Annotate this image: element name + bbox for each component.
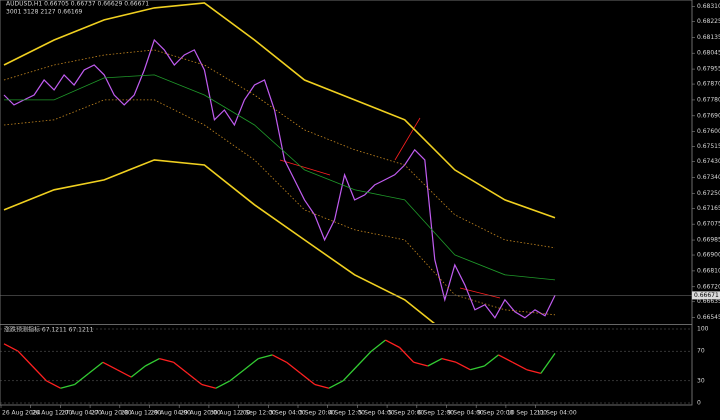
y-tick-label: 0.67780 — [697, 96, 720, 103]
x-tick-label: 30 Aug 12:00 — [210, 410, 251, 417]
oscillator-segment — [144, 358, 160, 367]
y-tick-label: 0.68135 — [697, 34, 720, 41]
x-tick-label: 2 Sep 12:00 — [240, 410, 276, 417]
y-tick-label: 0.66810 — [697, 267, 720, 274]
oscillator-segment — [385, 339, 400, 349]
current-price-box — [692, 291, 720, 300]
y-tick-label: 70 — [697, 348, 705, 355]
x-tick-label: 29 Aug 04:00 — [151, 410, 192, 417]
y-tick-label: 0.68225 — [697, 18, 720, 25]
oscillator-segment — [300, 372, 316, 386]
oscillator-segment — [215, 380, 231, 389]
x-tick-label: 27 Aug 04:00 — [61, 410, 102, 417]
oscillator-segment — [328, 380, 344, 389]
y-tick-label: 30 — [697, 377, 705, 384]
x-tick-label: 5 Sep 20:00 — [388, 410, 424, 417]
series-line — [4, 74, 556, 281]
oscillator-segment — [17, 350, 33, 367]
oscillator-segment — [483, 354, 499, 367]
oscillator-segment — [356, 350, 372, 367]
oscillator-segment — [413, 361, 429, 367]
oscillator-segment — [512, 361, 528, 371]
chart-subtitle: 3001 3128 2127 0.66169 — [6, 9, 83, 16]
plot-frame — [0, 0, 693, 406]
y-tick-label: 0.68310 — [697, 3, 720, 10]
y-tick-label: 0.66985 — [697, 237, 720, 244]
y-tick-label: 0.67250 — [697, 190, 720, 197]
y-tick-label: 0.67600 — [697, 128, 720, 135]
oscillator-segment — [441, 357, 457, 363]
x-tick-label: 11 Sep 04:00 — [537, 410, 577, 417]
oscillator-segment — [102, 361, 118, 371]
chart-title: AUDUSD,H1 0.66705 0.66737 0.66629 0.6667… — [6, 1, 149, 8]
oscillator-segment — [526, 369, 542, 375]
y-tick-label: 0.67515 — [697, 143, 720, 150]
y-tick-label: 0.67340 — [697, 174, 720, 181]
indicator-title: 涨跌预测指标 67.1211 67.1211 — [4, 326, 94, 334]
series-line — [3, 99, 556, 316]
y-tick-label: 0.67870 — [697, 81, 720, 88]
oscillator-segment — [427, 358, 443, 367]
oscillator-segment — [370, 339, 386, 352]
oscillator-segment — [399, 347, 415, 363]
x-tick-label: 26 Aug 2024 — [2, 410, 41, 417]
oscillator-segment — [455, 361, 471, 371]
y-tick-label: 100 — [697, 326, 709, 333]
x-tick-label: 28 Aug 12:00 — [121, 410, 162, 417]
oscillator-segment — [470, 365, 485, 371]
oscillator-segment — [243, 358, 259, 371]
x-tick-label: 9 Sep 04:00 — [448, 410, 484, 417]
x-tick-label: 4 Sep 12:00 — [329, 410, 365, 417]
oscillator-segment — [187, 372, 203, 386]
x-tick-label: 10 Sep 12:00 — [507, 410, 547, 417]
oscillator-segment — [229, 369, 245, 382]
y-tick-label: 0.66900 — [697, 252, 720, 259]
oscillator-segment — [60, 383, 75, 389]
oscillator-segment — [286, 361, 302, 374]
oscillator-segment — [201, 383, 217, 389]
series-line — [3, 38, 556, 319]
y-tick-label: 0.67955 — [697, 66, 720, 73]
y-tick-label: 0.67690 — [697, 112, 720, 119]
series-line — [3, 49, 556, 249]
oscillator-segment — [31, 365, 47, 382]
oscillator-segment — [314, 383, 330, 389]
x-tick-label: 29 Aug 20:00 — [180, 410, 221, 417]
series-line — [3, 2, 556, 219]
y-tick-label: 0.66635 — [697, 298, 720, 305]
series-line — [3, 159, 436, 323]
oscillator-segment — [88, 361, 104, 374]
x-tick-label: 26 Aug 12:00 — [32, 410, 73, 417]
x-tick-label: 5 Sep 04:00 — [358, 410, 394, 417]
oscillator-segment — [272, 354, 287, 363]
y-tick-label: 0 — [697, 400, 701, 407]
oscillator-segment — [498, 354, 513, 363]
x-tick-label: 3 Sep 20:00 — [299, 410, 335, 417]
x-tick-label: 3 Sep 04:00 — [269, 410, 305, 417]
y-tick-label: 0.67430 — [697, 158, 720, 165]
oscillator-segment — [342, 365, 358, 382]
oscillator-segment — [130, 365, 146, 378]
y-tick-label: 0.67075 — [697, 221, 720, 228]
x-tick-label: 9 Sep 20:00 — [477, 410, 513, 417]
oscillator-segment — [258, 354, 273, 360]
x-tick-label: 27 Aug 20:00 — [91, 410, 132, 417]
oscillator-segment — [46, 380, 61, 389]
oscillator-segment — [116, 369, 132, 378]
oscillator-segment — [3, 343, 19, 352]
oscillator-segment — [540, 352, 556, 374]
oscillator-segment — [173, 361, 189, 374]
x-tick-label: 6 Sep 12:00 — [418, 410, 454, 417]
oscillator-segment — [74, 372, 90, 386]
y-tick-label: 0.66545 — [697, 314, 720, 321]
current-price-label: 0.66671 — [694, 292, 719, 299]
y-tick-label: 0.67165 — [697, 205, 720, 212]
annotations — [279, 117, 501, 299]
y-tick-label: 0.68045 — [697, 50, 720, 57]
y-tick-label: 0.66720 — [697, 283, 720, 290]
oscillator-segment — [159, 357, 174, 363]
